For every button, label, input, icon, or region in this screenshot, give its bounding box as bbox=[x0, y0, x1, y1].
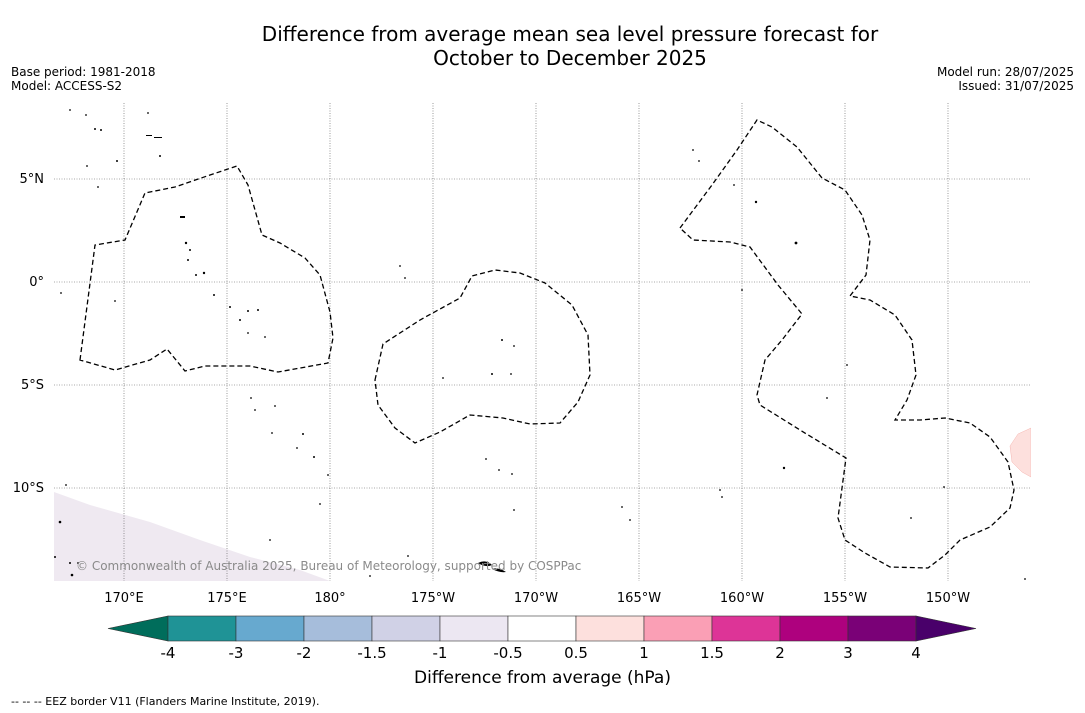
colorbar-title: Difference from average (hPa) bbox=[414, 668, 671, 688]
colorbar-bin bbox=[711, 615, 781, 642]
lon-tick: 155°W bbox=[823, 591, 867, 606]
lon-tick: 160°W bbox=[720, 591, 764, 606]
lat-tick: 10°S bbox=[13, 481, 44, 496]
colorbar-tick-label: 4 bbox=[911, 644, 921, 662]
issued-date: Issued: 31/07/2025 bbox=[958, 79, 1074, 93]
colorbar-tick-label: -1.5 bbox=[357, 644, 386, 662]
colorbar: -4 -3 -2 -1.5 -1 -0.5 0.5 1 1.5 2 3 4 bbox=[107, 615, 977, 662]
lon-tick: 165°W bbox=[617, 591, 661, 606]
lat-tick: 5°S bbox=[21, 378, 44, 393]
colorbar-tick-label: 1 bbox=[639, 644, 649, 662]
colorbar-bin bbox=[507, 615, 577, 642]
colorbar-bin bbox=[235, 615, 305, 642]
map-title: Difference from average mean sea level p… bbox=[0, 22, 1085, 70]
colorbar-tick-label: 2 bbox=[775, 644, 785, 662]
colorbar-tick-label: -3 bbox=[229, 644, 244, 662]
title-line-2: October to December 2025 bbox=[433, 46, 707, 70]
map-area: © Commonwealth of Australia 2025, Bureau… bbox=[54, 103, 1031, 581]
graticule bbox=[54, 103, 1031, 581]
title-line-1: Difference from average mean sea level p… bbox=[261, 22, 879, 46]
colorbar-extend-low bbox=[107, 615, 169, 642]
eez-legend-note: -- -- -- EEZ border V11 (Flanders Marine… bbox=[11, 695, 320, 708]
lon-tick: 150°W bbox=[926, 591, 970, 606]
lat-axis: 5°N 0° 5°S 10°S bbox=[13, 172, 44, 496]
model-run: Model run: 28/07/2025 bbox=[936, 65, 1074, 79]
colorbar-bin bbox=[779, 615, 849, 642]
colorbar-bin bbox=[847, 615, 917, 642]
meta-left: Base period: 1981-2018 Model: ACCESS-S2 bbox=[11, 65, 156, 93]
colorbar-bin bbox=[303, 615, 373, 642]
colorbar-bin bbox=[575, 615, 645, 642]
lat-tick: 0° bbox=[29, 275, 44, 290]
colorbar-tick-label: -0.5 bbox=[493, 644, 522, 662]
colorbar-bin bbox=[643, 615, 713, 642]
eez-border-central bbox=[374, 269, 591, 444]
lat-tick: 5°N bbox=[20, 172, 45, 187]
meta-right: Model run: 28/07/2025 Issued: 31/07/2025 bbox=[937, 65, 1074, 93]
lon-tick: 170°E bbox=[104, 591, 144, 606]
colorbar-bin bbox=[167, 615, 237, 642]
colorbar-tick-label: -4 bbox=[161, 644, 176, 662]
colorbar-tick-label: -2 bbox=[297, 644, 312, 662]
colorbar-bin bbox=[371, 615, 441, 642]
lon-tick: 180° bbox=[314, 591, 345, 606]
base-period: Base period: 1981-2018 bbox=[11, 65, 156, 79]
colorbar-tick-label: 3 bbox=[843, 644, 853, 662]
copyright-text: © Commonwealth of Australia 2025, Bureau… bbox=[76, 559, 581, 573]
lon-tick: 170°W bbox=[514, 591, 558, 606]
lon-axis: 170°E 175°E 180° 175°W 170°W 165°W 160°W… bbox=[104, 591, 970, 606]
lon-tick: 175°E bbox=[207, 591, 247, 606]
colorbar-tick-label: 1.5 bbox=[700, 644, 724, 662]
colorbar-tick-label: -1 bbox=[433, 644, 448, 662]
model-name: Model: ACCESS-S2 bbox=[11, 79, 123, 93]
eez-border-west bbox=[79, 165, 334, 373]
negative-anomaly-region bbox=[54, 492, 330, 581]
colorbar-bin bbox=[439, 615, 509, 642]
eez-border-east bbox=[679, 119, 1015, 569]
lon-tick: 175°W bbox=[411, 591, 455, 606]
colorbar-tick-label: 0.5 bbox=[564, 644, 588, 662]
colorbar-extend-high bbox=[915, 615, 977, 642]
positive-anomaly-region bbox=[1009, 427, 1031, 478]
islands bbox=[54, 109, 1026, 580]
eez-borders bbox=[79, 119, 1015, 569]
